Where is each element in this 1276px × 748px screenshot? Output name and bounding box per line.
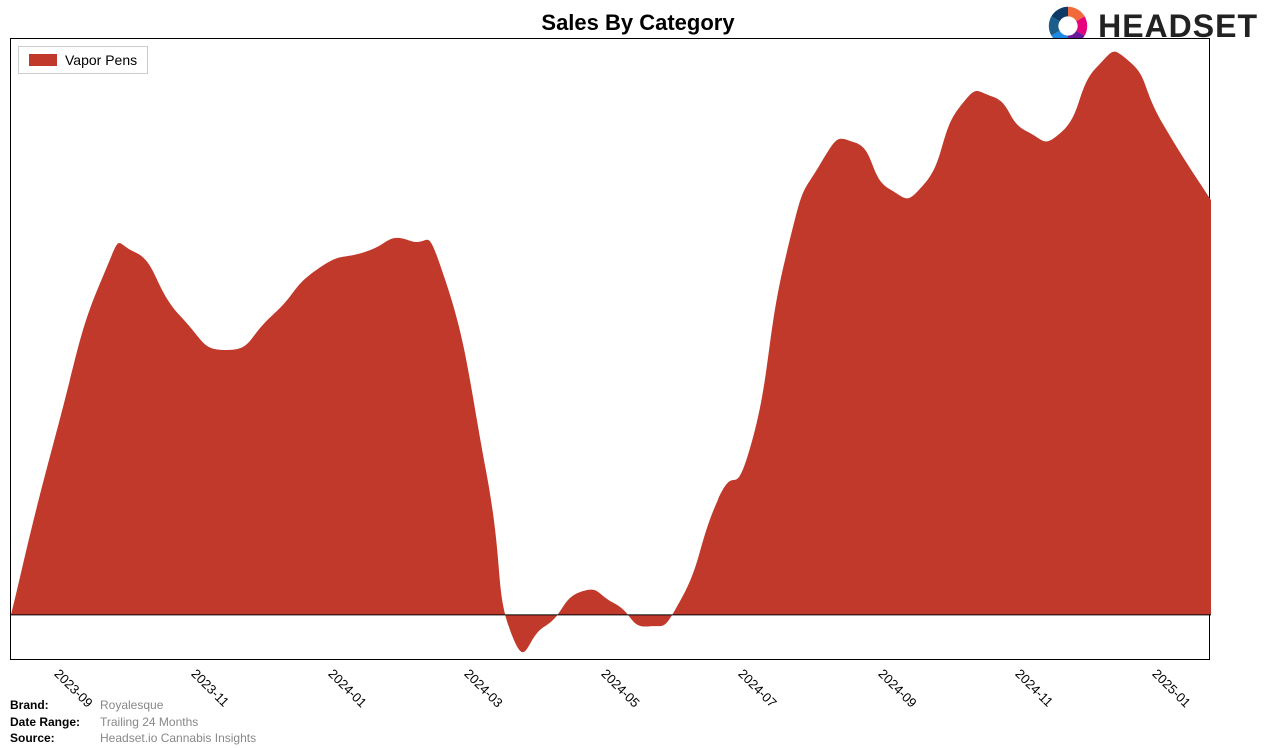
legend-swatch	[29, 54, 57, 66]
x-tick-label: 2024-03	[461, 666, 505, 710]
chart-metadata: Brand:RoyalesqueDate Range:Trailing 24 M…	[10, 697, 256, 746]
meta-value: Trailing 24 Months	[100, 714, 198, 730]
x-tick-label: 2024-07	[736, 666, 780, 710]
plot-area	[10, 38, 1210, 660]
meta-key: Source:	[10, 730, 100, 746]
x-tick-label: 2024-05	[598, 666, 642, 710]
series-area	[11, 52, 1211, 653]
meta-value: Headset.io Cannabis Insights	[100, 730, 256, 746]
x-tick-label: 2025-01	[1150, 666, 1194, 710]
meta-row: Brand:Royalesque	[10, 697, 256, 713]
legend: Vapor Pens	[18, 46, 148, 74]
area-chart-svg	[11, 39, 1211, 661]
meta-row: Source:Headset.io Cannabis Insights	[10, 730, 256, 746]
meta-row: Date Range:Trailing 24 Months	[10, 714, 256, 730]
meta-key: Brand:	[10, 697, 100, 713]
x-tick-label: 2024-09	[875, 666, 919, 710]
x-tick-label: 2024-01	[326, 666, 370, 710]
legend-label: Vapor Pens	[65, 52, 137, 68]
meta-value: Royalesque	[100, 697, 163, 713]
x-tick-label: 2024-11	[1013, 666, 1057, 710]
meta-key: Date Range:	[10, 714, 100, 730]
